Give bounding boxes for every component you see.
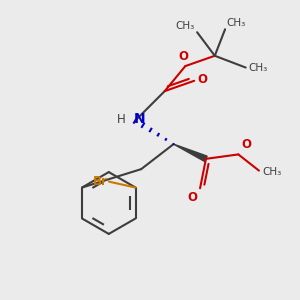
Text: O: O <box>179 50 189 62</box>
Text: CH₃: CH₃ <box>175 21 194 31</box>
Text: O: O <box>187 191 197 204</box>
Text: H: H <box>117 112 126 126</box>
Text: N: N <box>134 112 146 126</box>
Text: O: O <box>241 139 251 152</box>
Text: CH₃: CH₃ <box>226 18 246 28</box>
Text: O: O <box>197 73 207 86</box>
Text: CH₃: CH₃ <box>262 167 281 177</box>
Text: Br: Br <box>93 175 108 188</box>
Polygon shape <box>174 144 207 161</box>
Text: CH₃: CH₃ <box>249 63 268 73</box>
